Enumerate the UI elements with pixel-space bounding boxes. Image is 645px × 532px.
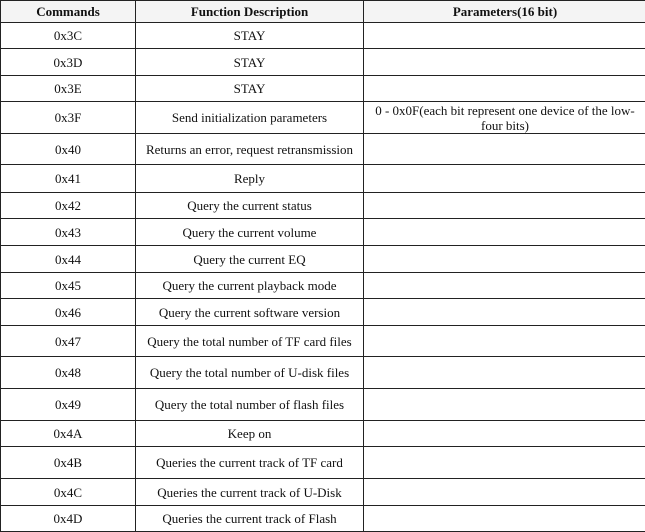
description-cell: Query the total number of TF card files (136, 326, 364, 357)
command-cell: 0x48 (1, 357, 136, 389)
description-cell: Query the current volume (136, 219, 364, 246)
description-cell: STAY (136, 49, 364, 76)
parameters-cell (364, 299, 645, 326)
command-cell: 0x3D (1, 49, 136, 76)
description-cell: Query the total number of U-disk files (136, 357, 364, 389)
command-cell: 0x40 (1, 134, 136, 165)
command-cell: 0x4A (1, 421, 136, 447)
description-cell: Returns an error, request retransmission (136, 134, 364, 165)
parameters-cell (364, 447, 645, 479)
parameters-cell (364, 326, 645, 357)
command-cell: 0x4C (1, 479, 136, 506)
description-cell: Query the current EQ (136, 246, 364, 273)
description-cell: Query the current status (136, 193, 364, 219)
description-cell: Query the current software version (136, 299, 364, 326)
description-cell: Query the total number of flash files (136, 389, 364, 421)
parameters-cell (364, 219, 645, 246)
command-cell: 0x3F (1, 102, 136, 134)
parameters-cell (364, 134, 645, 165)
parameters-cell (364, 23, 645, 49)
command-cell: 0x4D (1, 506, 136, 532)
command-cell: 0x49 (1, 389, 136, 421)
description-cell: Query the current playback mode (136, 273, 364, 299)
command-cell: 0x4B (1, 447, 136, 479)
command-cell: 0x3C (1, 23, 136, 49)
parameters-cell (364, 389, 645, 421)
description-cell: Queries the current track of Flash (136, 506, 364, 532)
parameters-cell (364, 357, 645, 389)
header-function-description: Function Description (136, 1, 364, 23)
parameters-cell (364, 49, 645, 76)
command-cell: 0x44 (1, 246, 136, 273)
header-parameters: Parameters(16 bit) (364, 1, 645, 23)
parameters-cell (364, 421, 645, 447)
parameters-cell (364, 479, 645, 506)
command-cell: 0x41 (1, 165, 136, 193)
description-cell: Keep on (136, 421, 364, 447)
command-cell: 0x43 (1, 219, 136, 246)
description-cell: STAY (136, 23, 364, 49)
command-cell: 0x47 (1, 326, 136, 357)
parameters-cell (364, 165, 645, 193)
command-cell: 0x3E (1, 76, 136, 102)
command-cell: 0x45 (1, 273, 136, 299)
parameters-cell (364, 246, 645, 273)
command-cell: 0x42 (1, 193, 136, 219)
description-cell: Reply (136, 165, 364, 193)
parameters-cell (364, 76, 645, 102)
command-cell: 0x46 (1, 299, 136, 326)
parameters-cell (364, 506, 645, 532)
description-cell: STAY (136, 76, 364, 102)
header-commands: Commands (1, 1, 136, 23)
parameters-cell: 0 - 0x0F(each bit represent one device o… (364, 102, 645, 134)
header-row: Commands Function Description Parameters… (1, 1, 645, 23)
parameters-cell (364, 193, 645, 219)
description-cell: Queries the current track of U-Disk (136, 479, 364, 506)
description-cell: Send initialization parameters (136, 102, 364, 134)
description-cell: Queries the current track of TF card (136, 447, 364, 479)
parameters-cell (364, 273, 645, 299)
